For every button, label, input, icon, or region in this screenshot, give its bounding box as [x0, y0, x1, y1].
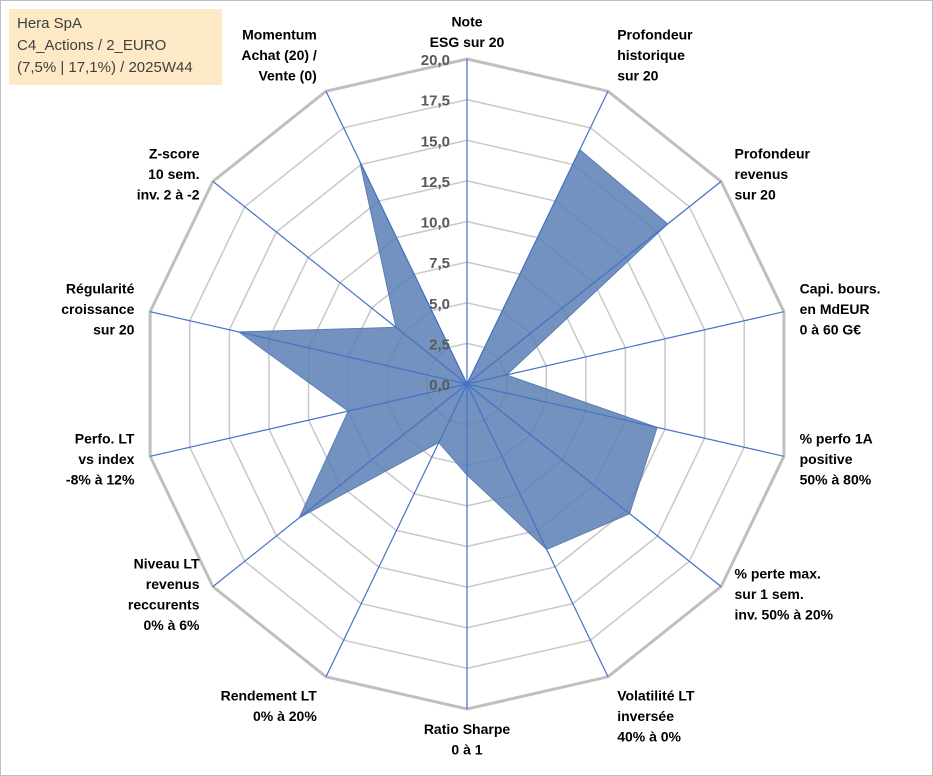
radial-tick-label: 12,5 [421, 174, 450, 191]
axis-spoke [325, 90, 468, 385]
axis-label: % perte max. sur 1 sem. inv. 50% à 20% [735, 566, 834, 623]
radial-tick-label: 0,0 [429, 377, 450, 394]
axis-spoke [466, 180, 722, 385]
portfolio-category: C4_Actions / 2_EURO [17, 37, 167, 54]
axis-spoke [466, 311, 785, 385]
axis-label: Note ESG sur 20 [430, 14, 505, 51]
data-series-area [237, 148, 669, 550]
axis-label: Momentum Achat (20) / Vente (0) [241, 26, 317, 83]
radial-tick-label: 20,0 [421, 52, 450, 69]
radial-tick-label: 7,5 [429, 255, 450, 272]
radial-tick-label: 5,0 [429, 296, 450, 313]
axis-label: Profondeur revenus sur 20 [735, 145, 811, 202]
axis-label: Régularité croissance sur 20 [61, 281, 134, 338]
axis-spoke [466, 383, 722, 588]
radial-tick-label: 15,0 [421, 133, 450, 150]
axis-label: Rendement LT 0% à 20% [221, 688, 318, 725]
axis-spoke [149, 311, 468, 385]
axis-spoke [325, 383, 468, 678]
axis-spoke [466, 383, 609, 678]
axis-label: Capi. bours. en MdEUR 0 à 60 G€ [800, 281, 881, 338]
axis-label: Ratio Sharpe 0 à 1 [424, 721, 511, 758]
axis-label: Volatilité LT inversée 40% à 0% [617, 688, 695, 745]
axis-spoke [212, 383, 468, 588]
axis-spoke [149, 383, 468, 457]
radial-tick-label: 10,0 [421, 215, 450, 232]
performance-summary: (7,5% | 17,1%) / 2025W44 [17, 59, 193, 76]
axis-label: % perfo 1A positive 50% à 80% [800, 431, 873, 488]
radial-tick-label: 2,5 [429, 336, 450, 353]
axis-label: Perfo. LT vs index -8% à 12% [66, 431, 135, 488]
chart-title-box: Hera SpA C4_Actions / 2_EURO (7,5% | 17,… [9, 9, 222, 85]
axis-spoke [466, 383, 785, 457]
axis-label: Profondeur historique sur 20 [617, 26, 693, 83]
company-name: Hera SpA [17, 15, 83, 32]
axis-label: Niveau LT revenus reccurents 0% à 6% [128, 555, 200, 633]
axis-label: Z-score 10 sem. inv. 2 à -2 [137, 145, 200, 202]
radial-tick-label: 17,5 [421, 93, 450, 110]
axis-spoke [212, 180, 468, 385]
axis-spoke [466, 90, 609, 385]
